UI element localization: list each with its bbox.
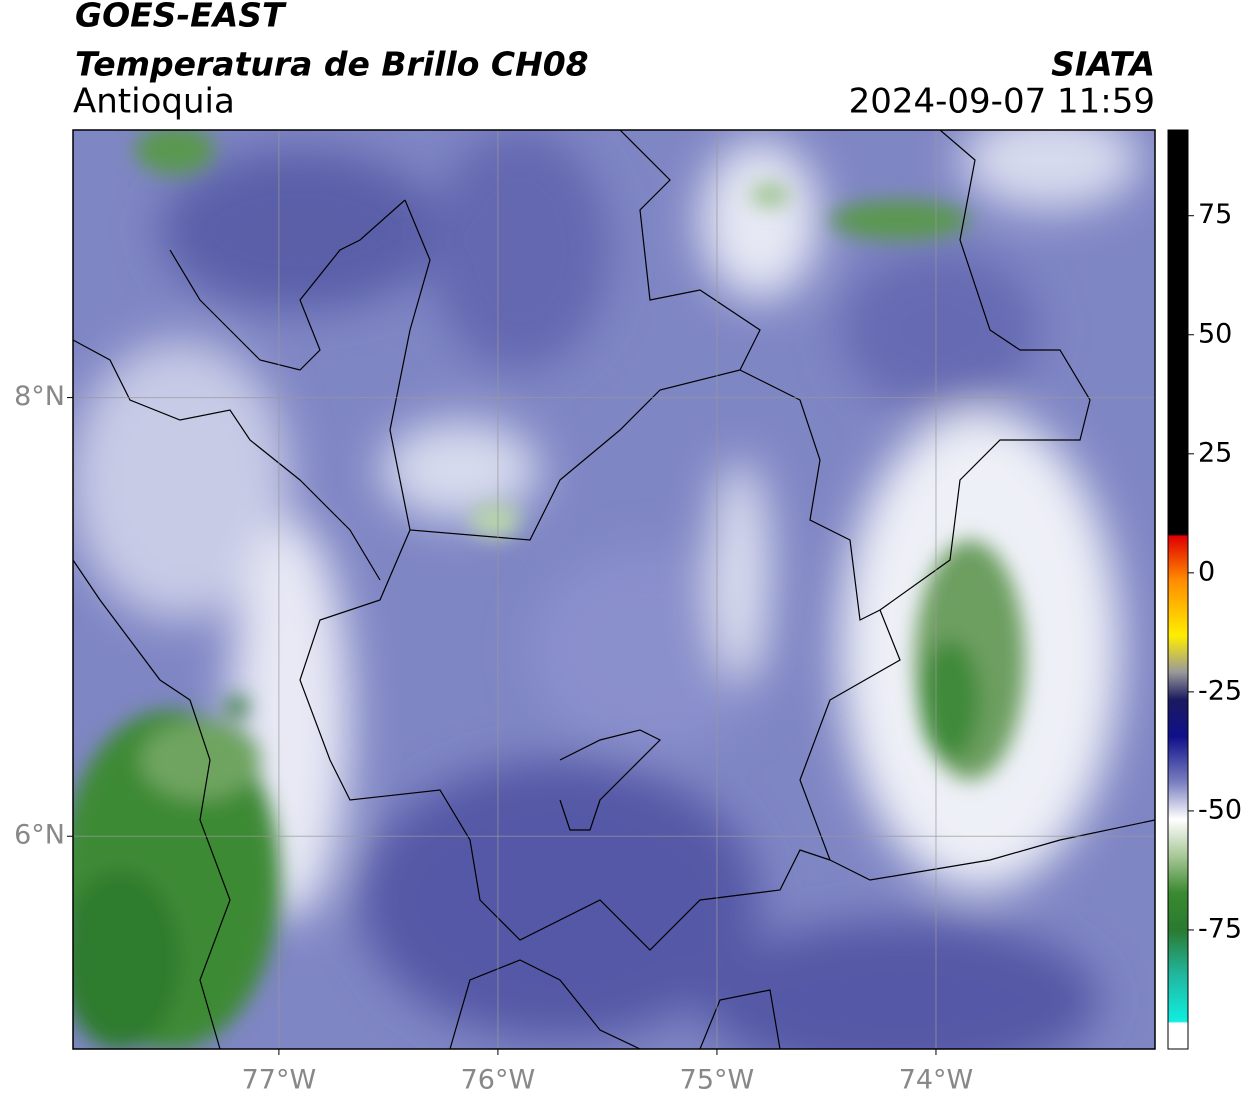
region: Antioquia	[73, 82, 235, 122]
x-tick-label: 76°W	[461, 1065, 536, 1096]
colorbar	[1167, 129, 1189, 1050]
datetime: 2024-09-07 11:59	[849, 82, 1155, 122]
grid	[73, 130, 1155, 1049]
colorbar-tick-label: 50	[1198, 318, 1232, 349]
source: SIATA	[1051, 45, 1155, 84]
colorbar-tick-label: -25	[1198, 675, 1242, 706]
colorbar-tick-label: 25	[1198, 437, 1232, 468]
y-tick-label: 8°N	[14, 381, 65, 412]
colorbar-tick-label: 0	[1198, 556, 1215, 587]
y-tick-label: 6°N	[14, 820, 65, 851]
x-tick-label: 74°W	[899, 1065, 974, 1096]
subtitle: Temperatura de Brillo CH08	[75, 45, 589, 84]
colorbar-tick-label: -75	[1198, 913, 1242, 944]
title: GOES-EAST	[75, 0, 287, 35]
colorbar-tick-label: -50	[1198, 794, 1242, 825]
x-tick-label: 77°W	[242, 1065, 317, 1096]
colorbar-tick-label: 75	[1198, 199, 1232, 230]
map-frame	[72, 129, 1156, 1050]
satellite-image	[73, 130, 1155, 1049]
x-tick-label: 75°W	[680, 1065, 755, 1096]
boundaries	[73, 130, 1155, 1049]
